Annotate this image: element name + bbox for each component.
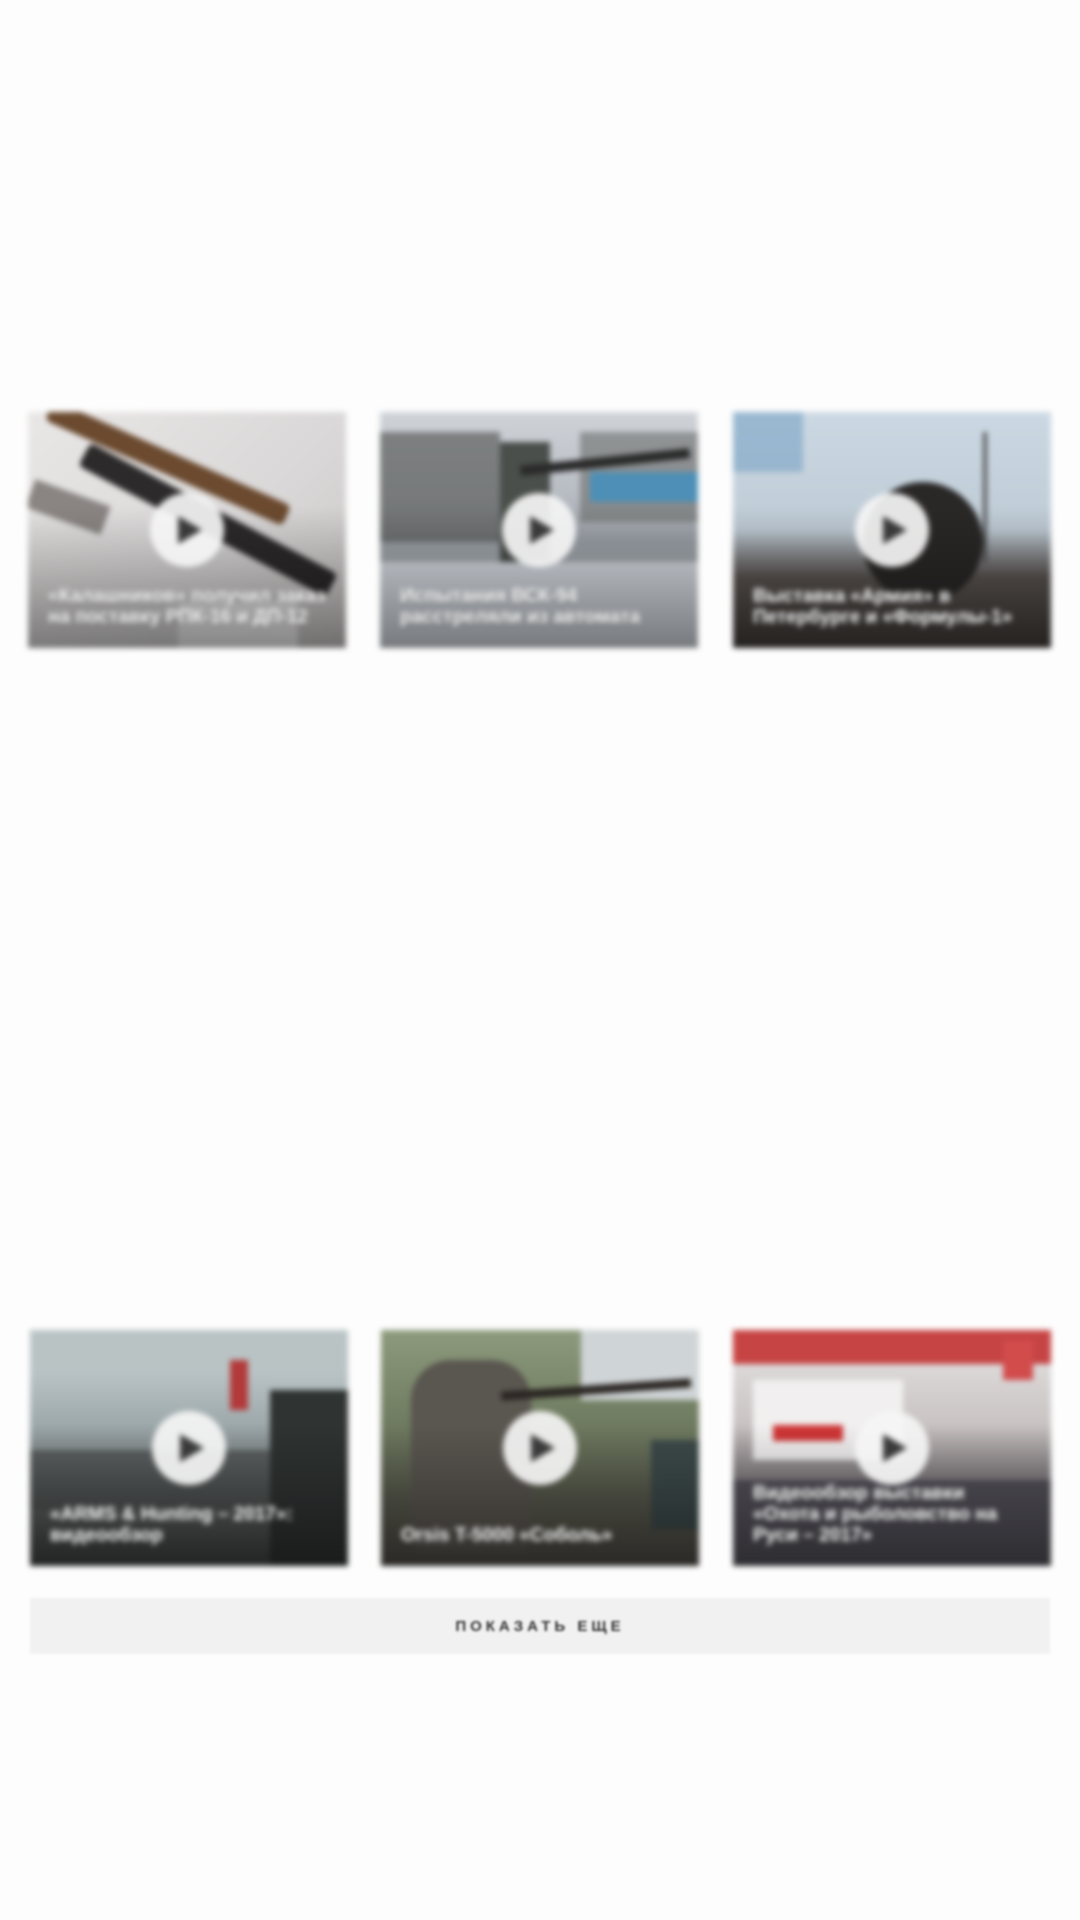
video-title[interactable]: Выставка «Армия» в Петербурге и «Формулы… [753, 586, 1013, 628]
video-title[interactable]: Испытания ВСК-94 расстреляли из автомата [400, 586, 641, 628]
video-title[interactable]: Orsis T-5000 «Соболь» [401, 1525, 613, 1546]
video-card[interactable]: Видеообзор выставки «Охота и рыболовство… [733, 1330, 1051, 1566]
play-icon [883, 1434, 907, 1462]
video-card[interactable]: «Калашников» получил заказ на поставку Р… [28, 412, 346, 648]
video-title[interactable]: «ARMS & Hunting – 2017»: видеообзор [50, 1504, 293, 1546]
show-more-button[interactable]: ПОКАЗАТЬ ЕЩЕ [30, 1598, 1050, 1654]
video-card[interactable]: Orsis T-5000 «Соболь» [381, 1330, 699, 1566]
play-button[interactable] [855, 1411, 929, 1485]
play-button[interactable] [152, 1411, 226, 1485]
play-icon [178, 516, 202, 544]
video-title[interactable]: «Калашников» получил заказ на поставку Р… [48, 586, 326, 628]
play-button[interactable] [150, 493, 224, 567]
video-card[interactable]: Выставка «Армия» в Петербурге и «Формулы… [733, 412, 1051, 648]
video-card[interactable]: Испытания ВСК-94 расстреляли из автомата [380, 412, 698, 648]
play-button[interactable] [855, 493, 929, 567]
play-button[interactable] [502, 493, 576, 567]
play-button[interactable] [503, 1411, 577, 1485]
play-icon [883, 516, 907, 544]
video-thumbnail [28, 412, 346, 648]
video-card[interactable]: «ARMS & Hunting – 2017»: видеообзор [30, 1330, 348, 1566]
play-icon [530, 516, 554, 544]
video-title[interactable]: Видеообзор выставки «Охота и рыболовство… [753, 1483, 998, 1546]
play-icon [180, 1434, 204, 1462]
play-icon [531, 1434, 555, 1462]
video-thumbnail [380, 412, 698, 648]
